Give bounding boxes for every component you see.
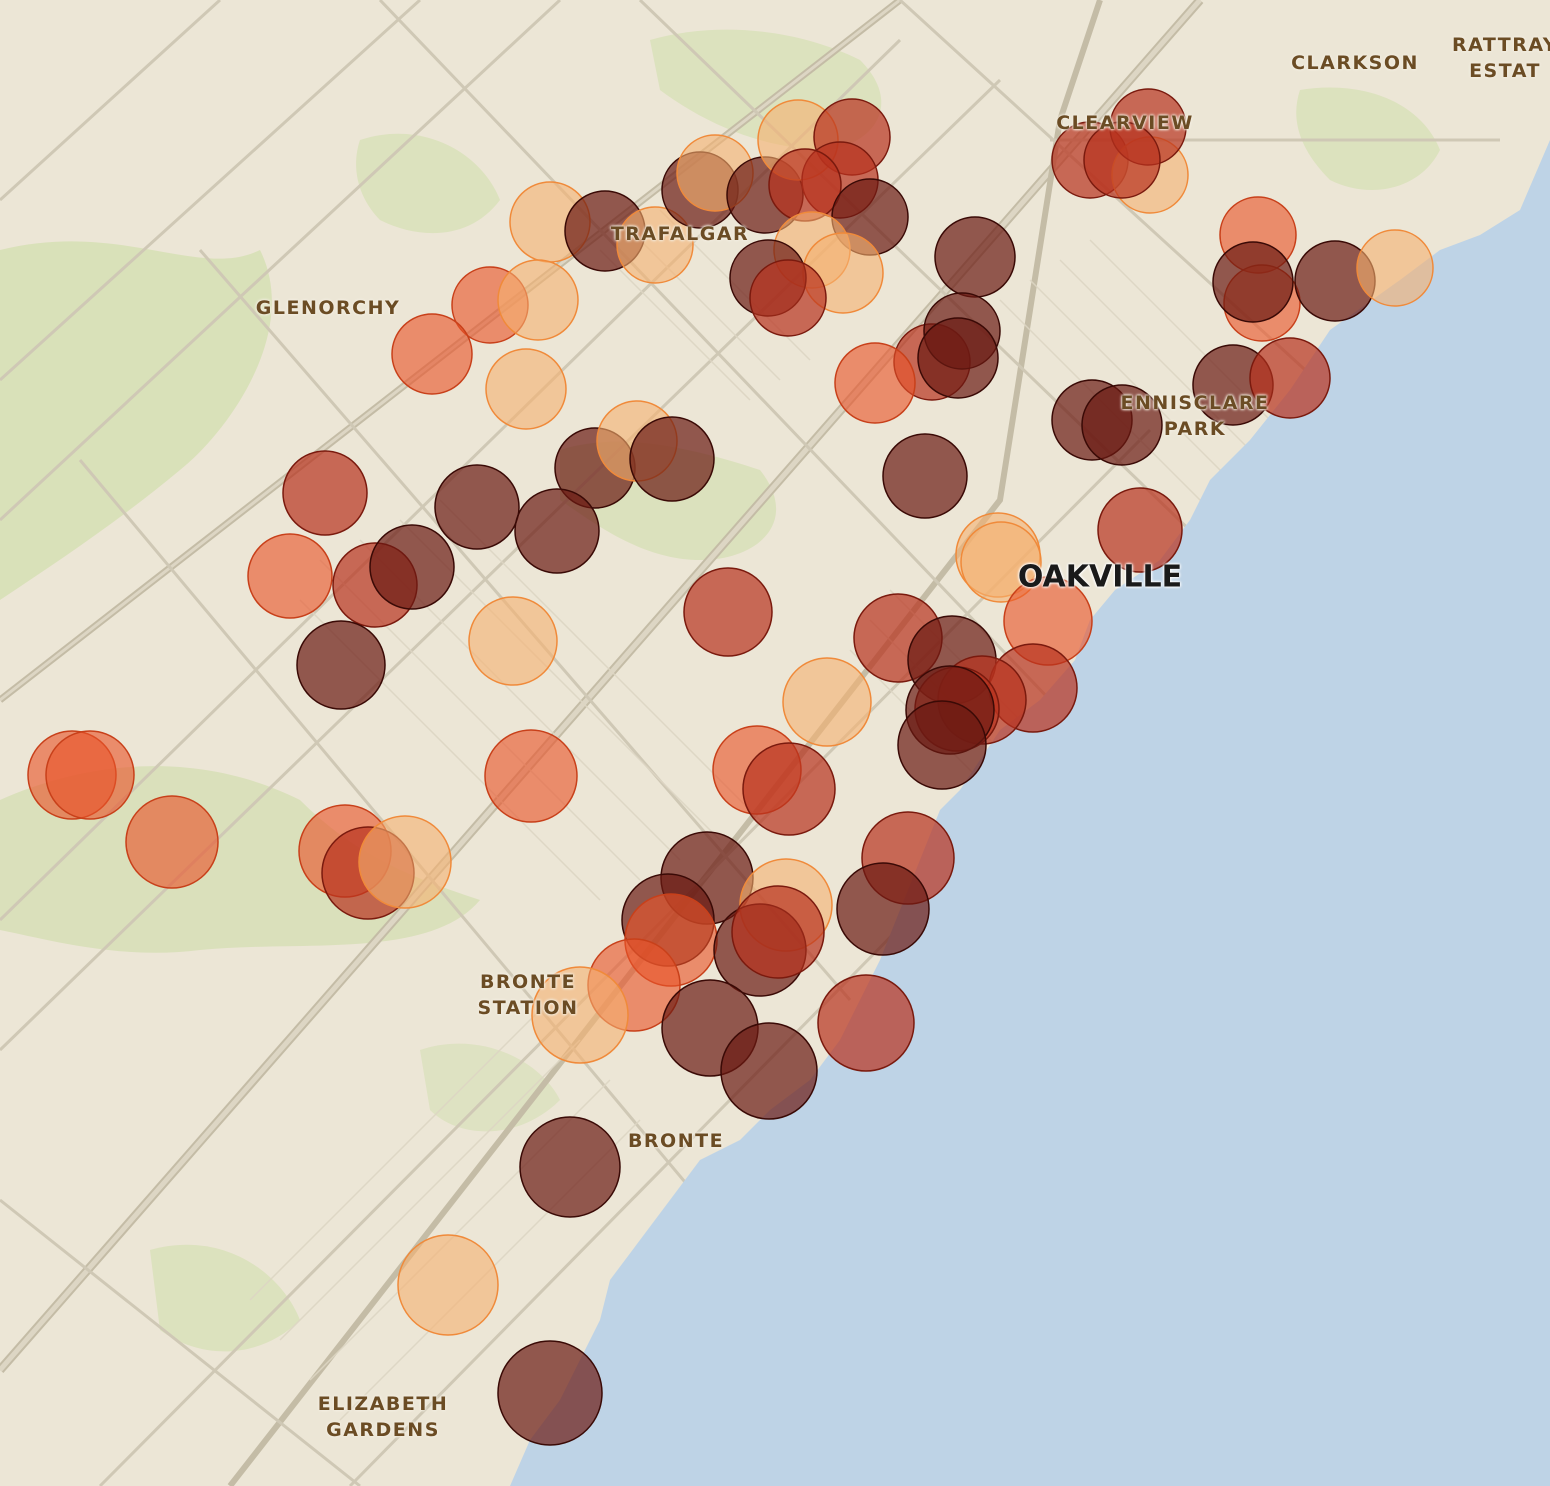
map-marker-red[interactable] bbox=[1083, 121, 1161, 199]
map-marker-light[interactable] bbox=[782, 657, 872, 747]
map-marker-dark[interactable] bbox=[1212, 241, 1294, 323]
map-marker-dark[interactable] bbox=[897, 700, 987, 790]
map-marker-dark[interactable] bbox=[296, 620, 386, 710]
map-marker-light[interactable] bbox=[1356, 229, 1434, 307]
map-marker-light[interactable] bbox=[960, 521, 1042, 603]
map-marker-dark[interactable] bbox=[519, 1116, 621, 1218]
map-marker-light[interactable] bbox=[358, 815, 452, 909]
map-marker-dark[interactable] bbox=[497, 1340, 603, 1446]
map-marker-dark[interactable] bbox=[629, 416, 715, 502]
map-marker-light[interactable] bbox=[497, 259, 579, 341]
map-marker-red[interactable] bbox=[282, 450, 368, 536]
map-marker-red[interactable] bbox=[683, 567, 773, 657]
map-marker-red[interactable] bbox=[817, 974, 915, 1072]
map-marker-light[interactable] bbox=[531, 966, 629, 1064]
map-marker-dark[interactable] bbox=[1081, 384, 1163, 466]
map-marker-orange[interactable] bbox=[247, 533, 333, 619]
park-area bbox=[150, 1244, 300, 1352]
map-marker-orange[interactable] bbox=[391, 313, 473, 395]
map-marker-light[interactable] bbox=[485, 348, 567, 430]
map-marker-orange[interactable] bbox=[125, 795, 219, 889]
map-marker-dark[interactable] bbox=[720, 1022, 818, 1120]
map-marker-dark[interactable] bbox=[917, 317, 999, 399]
map-marker-red[interactable] bbox=[742, 742, 836, 836]
park-area bbox=[356, 133, 500, 234]
map-marker-dark[interactable] bbox=[836, 862, 930, 956]
map-marker-dark[interactable] bbox=[934, 216, 1016, 298]
map-marker-dark[interactable] bbox=[514, 488, 600, 574]
map-marker-dark[interactable] bbox=[369, 524, 455, 610]
map-marker-red[interactable] bbox=[731, 885, 825, 979]
map-marker-red[interactable] bbox=[1249, 337, 1331, 419]
map-marker-orange[interactable] bbox=[834, 342, 916, 424]
map-marker-orange[interactable] bbox=[45, 730, 135, 820]
map-marker-light[interactable] bbox=[616, 206, 694, 284]
lake-water bbox=[510, 140, 1550, 1486]
map-marker-orange[interactable] bbox=[484, 729, 578, 823]
map-marker-red[interactable] bbox=[768, 148, 842, 222]
map-marker-light[interactable] bbox=[397, 1234, 499, 1336]
map-marker-dark[interactable] bbox=[882, 433, 968, 519]
map-marker-red[interactable] bbox=[1097, 487, 1183, 573]
map-marker-dark[interactable] bbox=[434, 464, 520, 550]
map-marker-light[interactable] bbox=[468, 596, 558, 686]
map-marker-red[interactable] bbox=[749, 259, 827, 337]
